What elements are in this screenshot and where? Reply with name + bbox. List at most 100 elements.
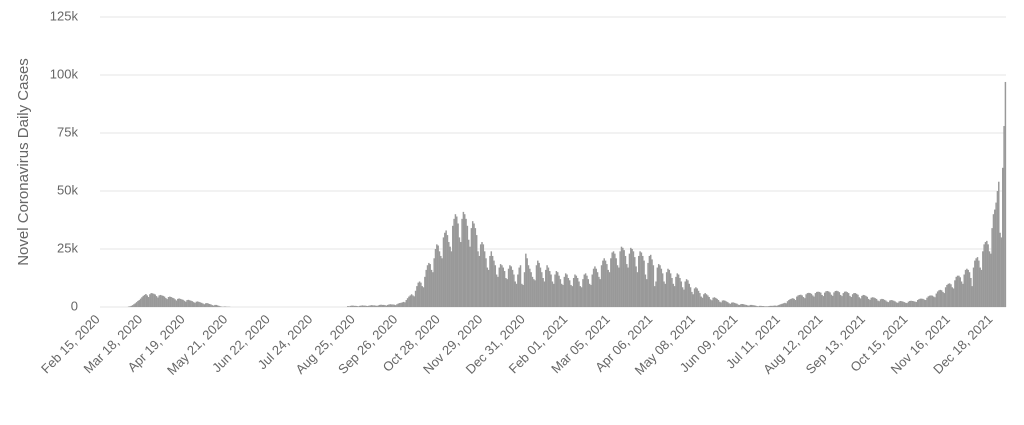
bar <box>958 275 960 307</box>
bar <box>523 272 526 307</box>
bar <box>596 272 599 307</box>
bar <box>829 292 831 307</box>
bar <box>918 299 920 307</box>
bar <box>927 296 930 307</box>
bar <box>398 303 401 307</box>
bar <box>866 296 868 307</box>
bar <box>185 301 187 307</box>
bar <box>891 300 894 307</box>
bar <box>587 279 590 307</box>
bar <box>813 296 815 307</box>
bar <box>991 228 993 307</box>
bar <box>503 271 506 307</box>
bar <box>920 298 923 307</box>
bar <box>409 295 412 307</box>
bar <box>619 251 621 307</box>
bar <box>870 297 872 307</box>
bar <box>203 304 206 307</box>
bar <box>932 296 935 307</box>
bar <box>873 297 875 307</box>
bar <box>992 214 995 307</box>
bar <box>622 247 624 307</box>
bar <box>769 305 772 307</box>
bar <box>797 295 799 307</box>
bar <box>644 274 647 307</box>
bar <box>762 306 765 307</box>
bar <box>968 272 971 307</box>
y-axis-title: Novel Coronavirus Daily Cases <box>15 58 32 266</box>
bar <box>371 305 373 307</box>
bar <box>817 291 819 307</box>
bar <box>478 255 481 307</box>
bar <box>173 298 175 307</box>
bar <box>770 305 773 307</box>
bar <box>542 278 544 307</box>
bar <box>207 303 210 307</box>
bar <box>417 282 419 307</box>
bar <box>167 297 170 307</box>
bar <box>388 304 390 307</box>
bar <box>683 289 685 307</box>
bar <box>602 260 604 307</box>
bar <box>202 303 204 307</box>
bar <box>377 305 380 307</box>
bar <box>890 300 892 307</box>
bar <box>651 259 653 307</box>
bar <box>867 298 870 307</box>
bar <box>178 298 180 307</box>
bar <box>696 288 698 307</box>
bar <box>568 280 571 307</box>
bar <box>518 267 520 307</box>
bar <box>950 284 952 307</box>
bar <box>583 274 586 307</box>
bar <box>772 305 774 307</box>
bar <box>906 303 908 307</box>
bar <box>386 304 389 307</box>
bar <box>627 267 629 307</box>
bar <box>486 267 489 307</box>
bar <box>413 296 415 307</box>
bar <box>373 305 376 307</box>
bar <box>760 305 762 307</box>
bar <box>632 251 635 307</box>
bar <box>218 305 220 307</box>
bar <box>954 280 956 307</box>
bar <box>825 291 827 307</box>
bar <box>499 264 502 307</box>
bar <box>943 293 946 307</box>
bar <box>461 218 463 307</box>
bar <box>653 286 656 307</box>
bar <box>858 297 861 307</box>
bar <box>546 265 548 307</box>
bar <box>676 273 679 307</box>
bar <box>753 305 756 307</box>
bar <box>630 247 632 307</box>
bar <box>502 267 504 307</box>
bar <box>368 305 370 307</box>
bar <box>631 249 633 307</box>
bar <box>833 292 835 307</box>
bar <box>820 292 822 307</box>
bar <box>974 260 976 307</box>
bar <box>466 225 469 307</box>
bar <box>363 305 365 307</box>
bar <box>381 304 384 307</box>
bar <box>402 301 405 307</box>
bar <box>556 272 559 307</box>
bar <box>824 292 826 307</box>
bar <box>761 306 764 307</box>
bar <box>165 297 167 307</box>
bar <box>616 265 619 307</box>
bar <box>434 249 437 307</box>
bar <box>668 269 671 307</box>
bar <box>972 267 975 307</box>
bar <box>130 305 133 307</box>
bar <box>374 305 377 307</box>
bar <box>479 244 482 307</box>
bar <box>733 302 736 307</box>
bar <box>916 300 919 307</box>
bar <box>647 262 649 307</box>
bar <box>141 297 143 307</box>
bar <box>837 291 839 307</box>
bar <box>862 294 865 307</box>
